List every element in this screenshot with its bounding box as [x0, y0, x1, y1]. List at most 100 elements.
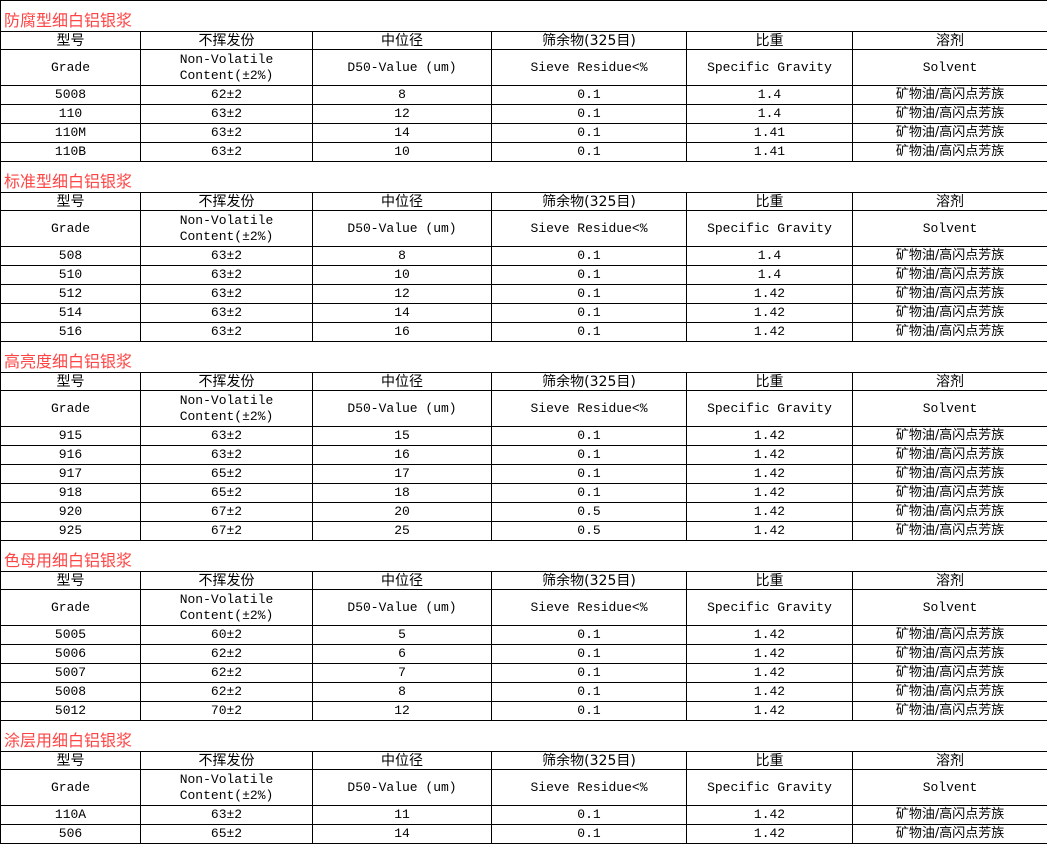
section-title-row: 高亮度细白铝银浆 [1, 342, 1047, 373]
header-grade: Grade [1, 50, 141, 86]
cell-d50: 25 [313, 522, 492, 541]
cell-grade: 110 [1, 105, 141, 124]
cell-sieve-residue: 0.1 [492, 645, 687, 664]
cell-sieve-residue: 0.1 [492, 105, 687, 124]
cell-non-volatile: 63±2 [141, 143, 313, 162]
cell-solvent: 矿物油/高闪点芳族 [853, 446, 1047, 465]
cell-non-volatile: 62±2 [141, 664, 313, 683]
cell-specific-gravity: 1.4 [687, 105, 853, 124]
cell-d50: 15 [313, 427, 492, 446]
section-title: 防腐型细白铝银浆 [1, 1, 1047, 32]
cell-solvent: 矿物油/高闪点芳族 [853, 503, 1047, 522]
header-non-volatile: 不挥发份 [141, 752, 313, 770]
cell-d50: 8 [313, 86, 492, 105]
header-d50: 中位径 [313, 373, 492, 391]
cell-specific-gravity: 1.42 [687, 825, 853, 844]
header-solvent: 溶剂 [853, 32, 1047, 50]
section-title-row: 标准型细白铝银浆 [1, 162, 1047, 193]
header-solvent: Solvent [853, 770, 1047, 806]
cell-sieve-residue: 0.1 [492, 247, 687, 266]
cell-non-volatile: 65±2 [141, 484, 313, 503]
cell-non-volatile: 63±2 [141, 304, 313, 323]
cell-solvent: 矿物油/高闪点芳族 [853, 323, 1047, 342]
cell-grade: 110A [1, 806, 141, 825]
header-row: 型号不挥发份中位径筛余物(325目)比重溶剂 [1, 193, 1047, 211]
cell-solvent: 矿物油/高闪点芳族 [853, 304, 1047, 323]
cell-grade: 506 [1, 825, 141, 844]
cell-specific-gravity: 1.42 [687, 626, 853, 645]
cell-sieve-residue: 0.5 [492, 522, 687, 541]
header-non-volatile: Non-Volatile Content(±2%) [141, 770, 313, 806]
cell-grade: 920 [1, 503, 141, 522]
cell-d50: 8 [313, 247, 492, 266]
cell-non-volatile: 63±2 [141, 285, 313, 304]
cell-grade: 918 [1, 484, 141, 503]
cell-grade: 917 [1, 465, 141, 484]
header-solvent: Solvent [853, 211, 1047, 247]
cell-solvent: 矿物油/高闪点芳族 [853, 664, 1047, 683]
cell-solvent: 矿物油/高闪点芳族 [853, 683, 1047, 702]
cell-non-volatile: 62±2 [141, 86, 313, 105]
header-grade: 型号 [1, 193, 141, 211]
cell-grade: 5007 [1, 664, 141, 683]
header-grade: 型号 [1, 752, 141, 770]
cell-d50: 12 [313, 105, 492, 124]
cell-specific-gravity: 1.42 [687, 484, 853, 503]
cell-d50: 14 [313, 304, 492, 323]
header-sieve-residue: 筛余物(325目) [492, 752, 687, 770]
cell-grade: 915 [1, 427, 141, 446]
cell-d50: 16 [313, 446, 492, 465]
cell-specific-gravity: 1.42 [687, 664, 853, 683]
cell-specific-gravity: 1.42 [687, 645, 853, 664]
header-solvent: Solvent [853, 391, 1047, 427]
cell-non-volatile: 62±2 [141, 683, 313, 702]
cell-solvent: 矿物油/高闪点芳族 [853, 702, 1047, 721]
header-non-volatile: 不挥发份 [141, 32, 313, 50]
cell-non-volatile: 63±2 [141, 806, 313, 825]
header-specific-gravity: 比重 [687, 373, 853, 391]
cell-sieve-residue: 0.1 [492, 446, 687, 465]
header-d50: 中位径 [313, 752, 492, 770]
cell-grade: 110B [1, 143, 141, 162]
cell-solvent: 矿物油/高闪点芳族 [853, 86, 1047, 105]
header-d50: 中位径 [313, 32, 492, 50]
header-specific-gravity: 比重 [687, 752, 853, 770]
header-specific-gravity: 比重 [687, 193, 853, 211]
cell-solvent: 矿物油/高闪点芳族 [853, 124, 1047, 143]
cell-non-volatile: 63±2 [141, 446, 313, 465]
cell-solvent: 矿物油/高闪点芳族 [853, 247, 1047, 266]
cell-grade: 5005 [1, 626, 141, 645]
cell-solvent: 矿物油/高闪点芳族 [853, 825, 1047, 844]
cell-d50: 16 [313, 323, 492, 342]
cell-d50: 12 [313, 702, 492, 721]
cell-non-volatile: 70±2 [141, 702, 313, 721]
cell-sieve-residue: 0.1 [492, 626, 687, 645]
cell-sieve-residue: 0.1 [492, 825, 687, 844]
header-non-volatile: Non-Volatile Content(±2%) [141, 590, 313, 626]
header-d50: D50-Value (um) [313, 211, 492, 247]
header-specific-gravity: Specific Gravity [687, 770, 853, 806]
cell-sieve-residue: 0.5 [492, 503, 687, 522]
header-solvent: 溶剂 [853, 752, 1047, 770]
cell-sieve-residue: 0.1 [492, 285, 687, 304]
cell-sieve-residue: 0.1 [492, 143, 687, 162]
header-non-volatile: Non-Volatile Content(±2%) [141, 211, 313, 247]
header-d50: D50-Value (um) [313, 590, 492, 626]
header-grade: Grade [1, 391, 141, 427]
cell-non-volatile: 62±2 [141, 645, 313, 664]
header-grade: 型号 [1, 572, 141, 590]
header-sieve-residue: Sieve Residue<% [492, 391, 687, 427]
header-solvent: 溶剂 [853, 373, 1047, 391]
